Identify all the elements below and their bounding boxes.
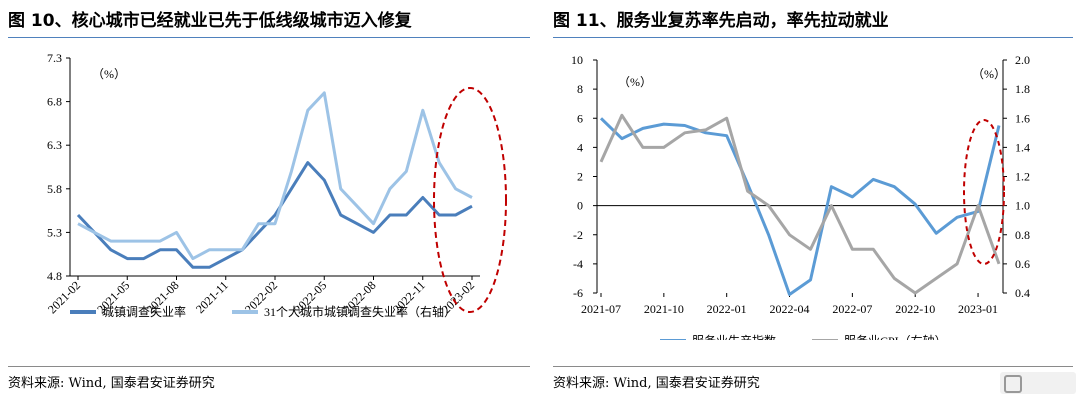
right-source-rule: [553, 366, 1073, 367]
left-series-line-31-cities-unemployment: [77, 91, 473, 261]
left-legend-label: 城镇调查失业率: [102, 304, 186, 319]
right-series-line-service-cpi: [599, 113, 1001, 295]
right-x-tick-label: 2022-10: [895, 302, 935, 316]
right-right-y-tick-label: 2.0: [1015, 53, 1030, 67]
right-right-y-tick-label: 1.2: [1015, 170, 1030, 184]
right-right-y-tick-label: 1.6: [1015, 111, 1030, 125]
left-source-note: 资料来源: Wind, 国泰君安证券研究: [8, 376, 215, 391]
right-left-y-tick-label: 6: [577, 111, 583, 125]
left-y-tick-label: 5.3: [47, 225, 62, 239]
right-left-y-tick-label: -6: [573, 286, 583, 300]
right-series-line-service-production-index: [599, 117, 1001, 296]
right-right-y-tick-label: 0.4: [1015, 286, 1030, 300]
watermark-logo-icon: [1004, 375, 1022, 393]
right-title-rule: [553, 37, 1073, 38]
right-legend-label: 服务业生产指数: [692, 333, 776, 340]
left-chart: 4.85.35.86.36.87.3（%）2021-02 2021-05 2021-…: [45, 51, 507, 319]
right-right-y-tick-label: 1.8: [1015, 82, 1030, 96]
right-x-tick-label: 2022-01: [707, 302, 747, 316]
left-y-tick-label: 7.3: [47, 51, 62, 65]
right-unit-label-right: （%）: [972, 67, 1006, 81]
left-legend-label: 31个大城市城镇调查失业率（右轴）: [264, 304, 456, 319]
right-right-y-tick-label: 0.8: [1015, 228, 1030, 242]
right-chart-title: 图 11、服务业复苏率先启动，率先拉动就业: [553, 11, 889, 31]
right-legend-label: 服务业CPI（右轴）: [844, 333, 947, 340]
left-series-line-urban-unemployment: [76, 161, 473, 269]
left-y-tick-label: 5.8: [47, 182, 62, 196]
right-left-y-tick-label: 0: [577, 199, 583, 213]
right-right-y-tick-label: 1.0: [1015, 199, 1030, 213]
left-x-tick-label: 2021-11: [193, 278, 231, 316]
right-x-tick-label: 2021-10: [644, 302, 684, 316]
right-unit-label-left: （%）: [618, 75, 652, 89]
left-source-rule: [8, 366, 530, 367]
right-left-y-tick-label: 10: [571, 53, 583, 67]
right-x-tick-label: 2023-01: [958, 302, 998, 316]
right-left-y-tick-label: 8: [577, 82, 583, 96]
left-y-tick-label: 6.3: [47, 138, 62, 152]
left-highlight-ellipse: [433, 87, 507, 313]
right-x-tick-label: 2021-07: [581, 302, 621, 316]
right-x-tick-label: 2022-07: [832, 302, 872, 316]
right-left-y-tick-label: -4: [573, 257, 583, 271]
right-left-y-tick-label: 2: [577, 170, 583, 184]
watermark-badge: [1000, 372, 1076, 394]
right-right-y-tick-label: 0.6: [1015, 257, 1030, 271]
left-unit-label: （%）: [92, 67, 126, 81]
left-y-tick-label: 6.8: [47, 95, 62, 109]
left-y-tick-label: 4.8: [47, 269, 62, 283]
right-left-y-tick-label: 4: [577, 140, 583, 154]
right-right-y-tick-label: 1.4: [1015, 140, 1030, 154]
left-chart-title: 图 10、核心城市已经就业已先于低线级城市迈入修复: [8, 11, 412, 31]
left-title-rule: [8, 37, 530, 38]
right-highlight-ellipse: [963, 119, 1005, 265]
right-chart: -6 -4 -2 0 2 4 6 8 10 0.4 0.6 0.8 1.0 1.2 1.4 1.6 1.8 2.0…: [571, 53, 1030, 340]
right-source-note: 资料来源: Wind, 国泰君安证券研究: [553, 376, 760, 391]
right-left-y-tick-label: -2: [573, 228, 583, 242]
right-x-tick-label: 2022-04: [770, 302, 810, 316]
